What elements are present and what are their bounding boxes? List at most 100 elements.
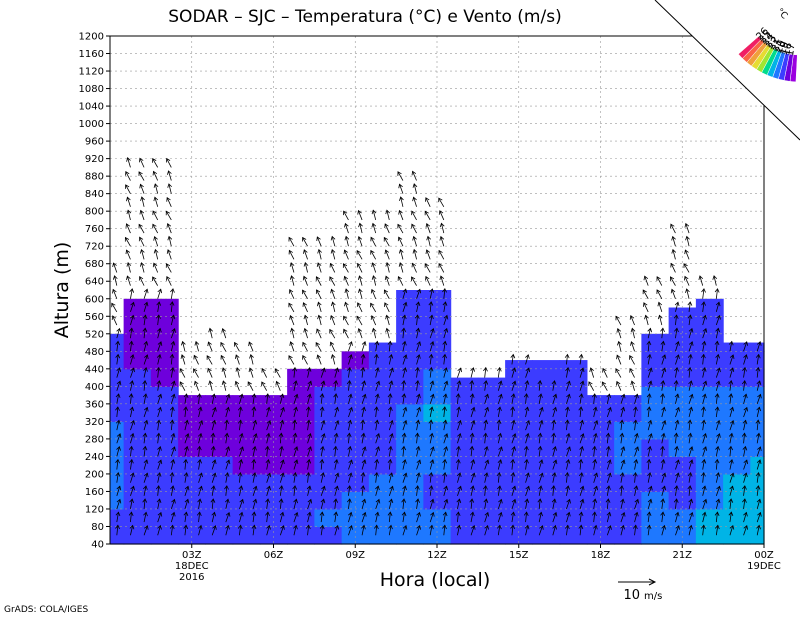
- wind-arrowhead: [169, 419, 175, 425]
- wind-arrow: [593, 459, 596, 470]
- wind-arrow: [165, 211, 172, 221]
- wind-arrow: [252, 433, 257, 444]
- heat-cell: [110, 438, 125, 458]
- wind-arrowhead: [660, 498, 666, 503]
- wind-arrowhead: [498, 511, 503, 517]
- wind-arrowhead: [170, 511, 176, 517]
- wind-arrowhead: [166, 196, 171, 202]
- heat-cell: [287, 456, 315, 475]
- wind-arrow: [688, 472, 692, 483]
- wind-arrow: [416, 485, 419, 496]
- wind-arrowhead: [139, 157, 144, 163]
- wind-arrowhead: [303, 314, 309, 320]
- wind-arrowhead: [306, 458, 312, 464]
- wind-arrowhead: [524, 524, 530, 530]
- wind-arrow: [130, 446, 133, 457]
- wind-arrow: [686, 236, 690, 247]
- wind-arrowhead: [402, 524, 408, 530]
- wind-arrowhead: [197, 406, 203, 412]
- wind-arrowhead: [742, 485, 747, 490]
- wind-arrow: [702, 525, 705, 536]
- wind-arrowhead: [629, 367, 634, 373]
- heat-cell: [450, 526, 479, 545]
- wind-arrow: [702, 499, 707, 510]
- wind-arrowhead: [537, 380, 543, 385]
- wind-arrowhead: [438, 262, 443, 268]
- wind-arrowhead: [238, 511, 244, 517]
- wind-arrowhead: [457, 485, 462, 491]
- wind-arrowhead: [249, 353, 254, 359]
- wind-arrow: [252, 446, 256, 457]
- wind-arrowhead: [251, 524, 257, 530]
- heat-cell: [396, 526, 424, 545]
- wind-arrow: [606, 485, 610, 496]
- wind-arrowhead: [170, 366, 175, 372]
- wind-arrowhead: [169, 406, 175, 411]
- wind-arrowhead: [196, 393, 202, 398]
- wind-arrow: [729, 512, 732, 523]
- wind-arrowhead: [320, 445, 325, 451]
- wind-arrow: [388, 433, 393, 444]
- wind-arrow: [412, 263, 417, 273]
- wind-arrow: [579, 367, 584, 378]
- wind-arrowhead: [306, 511, 312, 517]
- wind-arrow: [307, 407, 310, 418]
- wind-arrow: [348, 420, 351, 431]
- colorbar-label: 19: [777, 40, 791, 55]
- y-tick-label: 1000: [79, 119, 104, 130]
- wind-arrowhead: [115, 524, 120, 530]
- colorbar-label: 22: [766, 35, 782, 51]
- wind-arrowhead: [620, 393, 626, 399]
- wind-arrow: [320, 380, 325, 391]
- heat-cell: [150, 298, 179, 317]
- wind-arrow: [631, 380, 635, 391]
- wind-arrow: [331, 249, 336, 260]
- y-tick-label: 1160: [79, 49, 104, 60]
- wind-arrow: [361, 472, 364, 483]
- wind-arrow: [184, 446, 188, 457]
- wind-arrowhead: [415, 498, 420, 503]
- wind-arrowhead: [115, 511, 121, 517]
- wind-arrowhead: [239, 498, 244, 504]
- wind-arrowhead: [306, 485, 312, 491]
- wind-arrow: [702, 394, 706, 404]
- wind-arrowhead: [607, 406, 612, 412]
- heat-cell: [205, 403, 234, 422]
- wind-arrow: [239, 394, 243, 404]
- wind-arrowhead: [565, 366, 570, 372]
- colorbar-label: 18: [781, 42, 794, 57]
- wind-arrow: [675, 512, 679, 523]
- wind-arrowhead: [129, 432, 135, 438]
- wind-arrowhead: [125, 184, 130, 189]
- wind-arrow: [130, 288, 133, 299]
- wind-arrowhead: [687, 353, 693, 359]
- wind-arrowhead: [128, 340, 134, 346]
- wind-arrow: [470, 525, 475, 536]
- wind-arrowhead: [321, 485, 326, 491]
- wind-arrow: [615, 316, 622, 326]
- wind-arrowhead: [606, 485, 611, 490]
- heat-cell: [532, 526, 561, 545]
- wind-arrow: [416, 328, 419, 339]
- wind-arrowhead: [387, 511, 393, 516]
- wind-arrow: [729, 354, 734, 365]
- wind-arrow: [358, 236, 363, 247]
- wind-arrow: [143, 302, 148, 313]
- wind-arrow: [429, 407, 433, 418]
- wind-arrow: [756, 420, 759, 431]
- wind-arrowhead: [343, 315, 348, 321]
- wind-arrowhead: [157, 327, 162, 333]
- wind-arrow: [348, 446, 351, 457]
- heat-cell: [396, 491, 424, 510]
- wind-arrow: [647, 367, 652, 378]
- wind-arrow: [715, 354, 719, 365]
- wind-arrow: [266, 420, 271, 431]
- wind-arrow: [606, 525, 612, 536]
- wind-arrow: [361, 499, 366, 510]
- wind-arrowhead: [316, 354, 321, 360]
- wind-arrow: [348, 433, 350, 444]
- y-tick-label: 760: [85, 224, 104, 235]
- wind-arrow: [397, 224, 404, 234]
